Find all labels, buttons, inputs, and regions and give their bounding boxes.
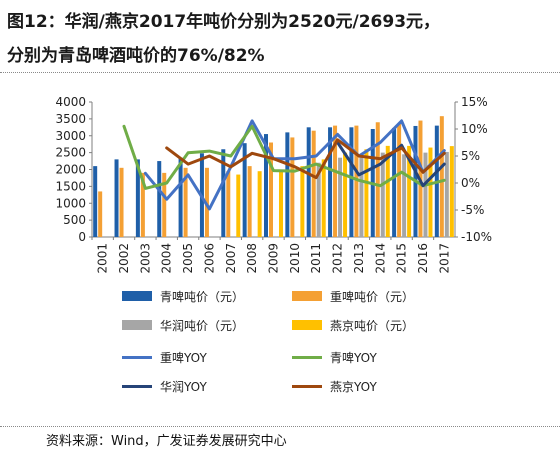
figure-title: 图12：华润/燕京2017年吨价分别为2520元/2693元， 分别为青岛啤酒吨…	[0, 0, 560, 72]
y-tick-label: 4000	[55, 95, 86, 109]
bottom-divider	[0, 426, 560, 427]
bar-cr-price	[402, 154, 407, 237]
y2-tick-label: -5%	[461, 203, 484, 217]
bar-yanjing-price	[300, 166, 305, 237]
bar-tsingtao-price	[328, 127, 333, 237]
bar-tsingtao-price	[135, 159, 140, 237]
x-tick-label: 2006	[202, 243, 216, 274]
bar-cr-price	[359, 156, 364, 237]
bar-chongqing-price	[119, 167, 124, 237]
bar-tsingtao-price	[242, 143, 247, 237]
bar-chongqing-price	[98, 191, 103, 237]
y-tick-label: 1500	[55, 179, 86, 193]
line-yanjing-yoy	[165, 138, 446, 180]
x-tick-label: 2002	[117, 243, 131, 274]
bar-chongqing-price	[439, 116, 444, 237]
bar-chongqing-price	[162, 172, 167, 237]
bar-tsingtao-price	[349, 127, 354, 237]
bar-tsingtao-price	[264, 134, 268, 237]
line-chongqing-yoy	[143, 119, 446, 211]
bar-chongqing-price	[226, 171, 231, 237]
figure-title-line-2: 分别为青岛啤酒吨价的76%/82%	[7, 46, 265, 66]
y2-tick-label: -10%	[461, 230, 492, 244]
bar-tsingtao-price	[93, 166, 98, 237]
bar-tsingtao-price	[306, 127, 311, 237]
bar-tsingtao-price	[114, 159, 119, 237]
x-tick-label: 2001	[96, 243, 110, 274]
x-tick-label: 2013	[352, 243, 366, 274]
bar-tsingtao-price	[392, 127, 397, 237]
bar-yanjing-price	[279, 169, 283, 237]
y-tick-label: 3000	[55, 129, 86, 143]
bar-chongqing-price	[140, 172, 145, 237]
x-tick-label: 2011	[309, 243, 323, 274]
x-tick-label: 2007	[224, 243, 238, 274]
x-tick-label: 2004	[160, 243, 174, 274]
bar-cr-price	[423, 152, 428, 237]
x-tick-label: 2012	[331, 243, 345, 274]
bar-chongqing-price	[311, 130, 316, 237]
y2-tick-label: 10%	[461, 122, 488, 136]
y-tick-label: 2000	[55, 163, 86, 177]
bar-chongqing-price	[290, 137, 295, 237]
x-tick-label: 2005	[181, 243, 195, 274]
bar-chongqing-price	[333, 125, 338, 237]
bar-chongqing-price	[183, 167, 188, 237]
figure-title-line-1: 图12：华润/燕京2017年吨价分别为2520元/2693元，	[7, 12, 441, 32]
bar-cr-price	[338, 157, 343, 237]
line-tsingtao-yoy	[122, 124, 446, 190]
bar-chongqing-price	[375, 122, 380, 237]
source-note: 资料来源：Wind，广发证券发展研究中心	[46, 434, 287, 449]
x-tick-label: 2015	[395, 243, 409, 274]
bar-yanjing-price	[385, 145, 390, 237]
bar-chongqing-price	[269, 142, 273, 237]
x-tick-label: 2017	[437, 243, 451, 274]
y-tick-label: 500	[63, 213, 86, 227]
bar-tsingtao-price	[157, 161, 162, 237]
bar-yanjing-price	[364, 149, 369, 237]
bar-cr-price	[316, 162, 321, 237]
x-tick-label: 2008	[245, 243, 259, 274]
bar-yanjing-price	[257, 171, 262, 237]
bar-yanjing-price	[428, 147, 433, 237]
bar-tsingtao-price	[285, 132, 290, 237]
y2-tick-label: 0%	[461, 176, 480, 190]
x-tick-label: 2010	[288, 243, 302, 274]
bar-yanjing-price	[449, 146, 454, 237]
y-tick-label: 1000	[55, 196, 86, 210]
bar-tsingtao-price	[221, 149, 226, 237]
bar-yanjing-price	[343, 152, 348, 237]
x-tick-label: 2009	[267, 243, 281, 274]
y-tick-label: 3500	[55, 112, 86, 126]
bar-yanjing-price	[321, 159, 326, 237]
y2-tick-label: 5%	[461, 149, 480, 163]
bar-chongqing-price	[397, 123, 402, 237]
top-divider	[0, 72, 560, 73]
bar-cr-price	[444, 151, 449, 237]
y-tick-label: 0	[78, 230, 86, 244]
y2-tick-label: 15%	[461, 95, 488, 109]
bar-yanjing-price	[407, 145, 412, 237]
x-tick-label: 2014	[373, 243, 387, 274]
y-tick-label: 2500	[55, 146, 86, 160]
bar-cr-price	[380, 152, 385, 237]
bar-chongqing-price	[247, 166, 252, 237]
bar-yanjing-price	[236, 174, 241, 237]
bar-tsingtao-price	[178, 157, 183, 237]
bar-chongqing-price	[354, 125, 359, 237]
x-tick-label: 2003	[138, 243, 152, 274]
x-tick-label: 2016	[416, 243, 430, 274]
